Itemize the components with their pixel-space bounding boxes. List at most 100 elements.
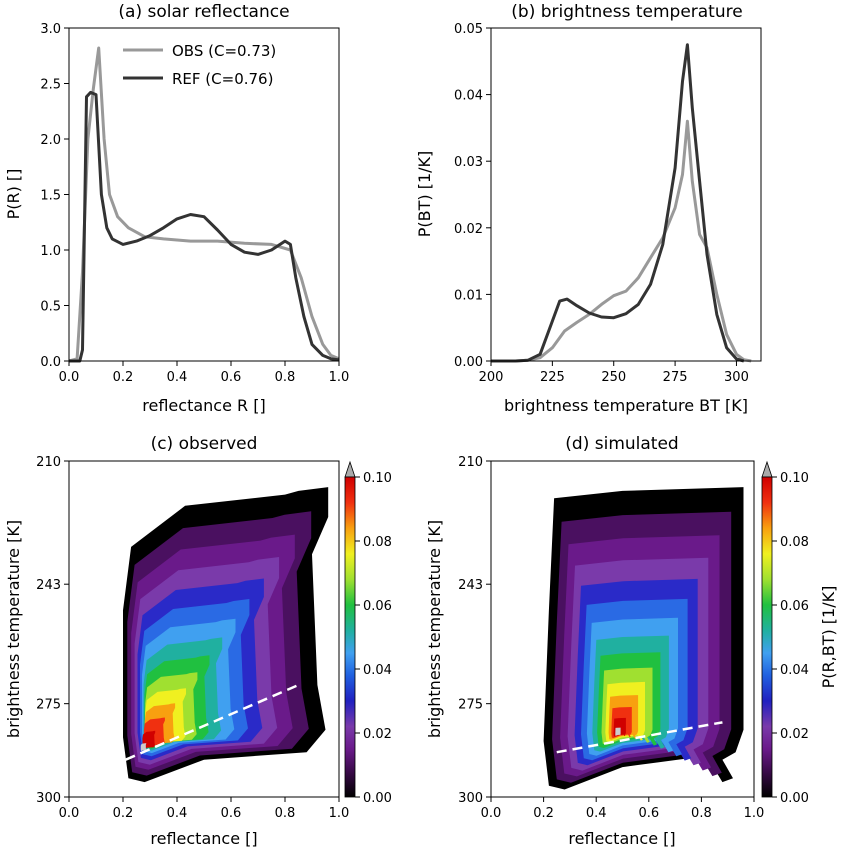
panel-d-ytick-label: 210 [458,455,483,470]
panel-c-ytick-label: 210 [36,455,61,470]
panel-a-ytick-label: 1.5 [40,189,61,204]
panel-c-xtick-label: 0.6 [221,806,242,821]
panel-d-xtick-label: 0.2 [533,806,554,821]
panel-b-ytick-label: 0.03 [454,155,483,170]
panel-d-ytick-label: 300 [458,791,483,806]
panel-b-ytick-label: 0.00 [454,355,483,370]
panel-b-ytick-label: 0.05 [454,22,483,37]
panel-b-xtick-label: 275 [663,370,688,385]
panel-d-colorbar-bar [761,476,773,798]
panel-a-series-layer [68,46,340,363]
panel-c-xlabel: reflectance [] [150,829,257,848]
panel-d-ytick-label: 243 [458,578,483,593]
panel-a-ytick-label: 0.0 [40,355,61,370]
panel-c-colorbar-bar [344,476,356,798]
panel-c-colorbar: 0.00 0.02 0.04 0.06 0.08 0.10 [344,460,392,806]
panel-a-series-obs-line [68,46,340,363]
panel-a-xtick-label: 0.4 [167,370,188,385]
panel-d-frame [490,460,755,798]
panel-a-ytick-label: 1.0 [40,244,61,259]
panel-c-xtick-label: 0.2 [113,806,134,821]
panel-b-xtick-label: 200 [479,370,504,385]
panel-a-xtick-label: 0.8 [275,370,296,385]
panel-b-series-ref-line [491,43,745,363]
panel-b: (b) brightness temperature 200 225 250 275 3… [415,2,762,415]
panel-c-ticks: 0.0 0.2 0.4 0.6 0.8 1.0 210 243 275 300 [36,455,349,821]
panel-b-ytick-label: 0.04 [454,89,483,104]
panel-d-colorbar-tick-label: 0.02 [780,727,809,742]
panel-b-ylabel: P(BT) [1/K] [415,151,434,238]
panel-b-xlabel: brightness temperature BT [K] [504,396,748,415]
panel-a-xtick-label: 0.6 [221,370,242,385]
panel-d-xtick-label: 1.0 [744,806,765,821]
panel-d-title: (d) simulated [565,434,678,454]
panel-c-colorbar-tick-label: 0.08 [363,535,392,550]
panel-a-series-ref-line [69,90,340,363]
panel-c-ylabel: brightness temperature [K] [4,520,23,738]
panel-c-colorbar-tick-label: 0.06 [363,599,392,614]
panel-d-ytick-label: 275 [458,698,483,713]
panel-a-xtick-label: 0.2 [113,370,134,385]
panel-b-frame [490,27,762,362]
panel-c-colorbar-ticks: 0.00 0.02 0.04 0.06 0.08 0.10 [355,471,392,806]
panel-d-colorbar-tick-label: 0.04 [780,663,809,678]
panel-d-contours [543,487,744,790]
panel-d-ylabel: brightness temperature [K] [425,520,444,738]
panel-d-xtick-label: 0.0 [481,806,502,821]
panel-a-ytick-label: 3.0 [40,22,61,37]
panel-c-ytick-label: 243 [36,578,61,593]
panel-c-colorbar-tick-label: 0.00 [363,791,392,806]
panel-b-ticks: 200 225 250 275 300 0.00 0.01 0.02 0.03 0.04 0.05 [454,22,749,385]
panel-a-ticks: 0.0 0.2 0.4 0.6 0.8 1.0 0.0 0.5 1.0 1.5 2.0 2.5 3.0 [40,22,349,385]
panel-c-title: (c) observed [151,434,258,454]
panel-b-xtick-label: 225 [540,370,565,385]
panel-a-title: (a) solar reflectance [118,2,289,22]
legend-obs-label: OBS (C=0.73) [172,42,276,60]
panel-c-colorbar-extend [344,460,356,478]
panel-a-ylabel: P(R) [] [4,169,23,220]
panel-d-colorbar-tick-label: 0.08 [780,535,809,550]
panel-c-ytick-label: 300 [36,791,61,806]
panel-d-xtick-label: 0.4 [586,806,607,821]
panel-b-series-obs-line [491,119,752,363]
panel-c-colorbar-tick-label: 0.04 [363,663,392,678]
panel-b-ytick-label: 0.02 [454,222,483,237]
panel-a-legend: OBS (C=0.73) REF (C=0.76) [123,42,276,88]
panel-b-series-layer [491,43,752,363]
panel-d-colorbar-tick-label: 0.10 [780,471,809,486]
panel-d: (d) simulated 0.0 0.2 0.4 0.6 0.8 1.0 210 243 27… [425,434,838,848]
panel-d-colorbar-ticks: 0.00 0.02 0.04 0.06 0.08 0.10 [772,471,809,806]
panel-d-colorbar-tick-label: 0.06 [780,599,809,614]
panel-a-ytick-label: 0.5 [40,300,61,315]
panel-a-ytick-label: 2.5 [40,78,61,93]
panel-d-colorbar-extend [761,460,773,478]
panel-d-colorbar-label: P(R,BT) [1/K] [819,586,838,689]
panel-b-xtick-label: 300 [724,370,749,385]
panel-c-contour-level [140,743,147,751]
panel-d-colorbar-tick-label: 0.00 [780,791,809,806]
legend-ref-label: REF (C=0.76) [172,70,273,88]
panel-a-xtick-label: 0.0 [59,370,80,385]
panel-c-frame [68,460,340,798]
panel-d-contour-level [615,727,621,736]
panel-d-ticks: 0.0 0.2 0.4 0.6 0.8 1.0 210 243 275 300 [458,455,764,821]
panel-d-xlabel: reflectance [] [568,829,675,848]
panel-a: (a) solar reflectance 0.0 0.2 0.4 0.6 0.8 1.0… [4,2,349,415]
panel-c-colorbar-tick-label: 0.02 [363,727,392,742]
panel-c: (c) observed 0.0 0.2 0.4 0.6 0.8 1.0 210 243 275… [4,434,392,848]
panel-c-xtick-label: 0.4 [167,806,188,821]
panel-c-colorbar-tick-label: 0.10 [363,471,392,486]
panel-b-ytick-label: 0.01 [454,288,483,303]
panel-a-xlabel: reflectance R [] [142,396,265,415]
panel-c-xtick-label: 0.8 [275,806,296,821]
panel-c-contours [123,487,329,783]
panel-b-title: (b) brightness temperature [511,2,742,22]
panel-d-xtick-label: 0.8 [691,806,712,821]
panel-c-ytick-label: 275 [36,698,61,713]
panel-c-xtick-label: 0.0 [59,806,80,821]
panel-c-xtick-label: 1.0 [329,806,350,821]
panel-d-colorbar: 0.00 0.02 0.04 0.06 0.08 0.10 [761,460,809,806]
panel-a-ytick-label: 2.0 [40,133,61,148]
panel-b-xtick-label: 250 [601,370,626,385]
